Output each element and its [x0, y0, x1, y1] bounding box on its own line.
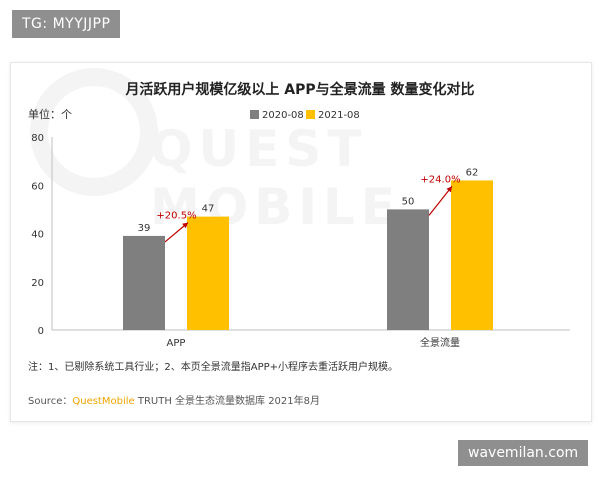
y-tick-label: 20	[31, 278, 44, 289]
growth-arrow-head	[446, 186, 452, 193]
bar-value-label: 50	[402, 196, 415, 207]
y-tick-label: 80	[31, 133, 44, 144]
source-prefix: Source：	[28, 396, 72, 407]
site-badge: wavemilan.com	[458, 440, 589, 466]
legend-label-2021: 2021-08	[318, 110, 360, 121]
legend-swatch-2020	[250, 110, 259, 119]
bar-value-label: 62	[466, 167, 479, 178]
bar	[187, 216, 229, 330]
y-tick-label: 0	[38, 326, 44, 337]
x-tick-label: 全景流量	[420, 336, 460, 349]
y-tick-label: 60	[31, 181, 44, 192]
bar	[451, 180, 493, 330]
unit-label: 单位：个	[28, 107, 72, 121]
footnote: 注：1、已剔除系统工具行业；2、本页全景流量指APP+小程序去重活跃用户规模。	[28, 360, 398, 373]
bar-value-label: 39	[138, 223, 151, 234]
source-suffix: TRUTH 全景生态流量数据库 2021年8月	[135, 394, 320, 407]
bar	[123, 235, 165, 330]
growth-label: +24.0%	[420, 174, 460, 185]
source-brand: QuestMobile	[72, 396, 134, 407]
legend-label-2020: 2020-08	[262, 110, 304, 121]
tg-badge: TG: MYYJJPP	[12, 10, 121, 38]
growth-arrow	[428, 186, 453, 216]
growth-arrow-head	[182, 222, 188, 229]
bar-value-label: 47	[202, 204, 215, 215]
y-tick-label: 40	[31, 230, 44, 241]
growth-label: +20.5%	[156, 211, 196, 222]
watermark-text: QUEST MOBILE	[150, 120, 401, 236]
legend-swatch-2021	[306, 110, 315, 119]
chart-title: 月活跃用户规模亿级以上 APP与全景流量 数量变化对比	[124, 81, 474, 98]
bar	[387, 209, 429, 330]
source-line: Source：QuestMobile TRUTH 全景生态流量数据库 2021年…	[28, 394, 320, 407]
x-tick-label: APP	[167, 338, 186, 349]
